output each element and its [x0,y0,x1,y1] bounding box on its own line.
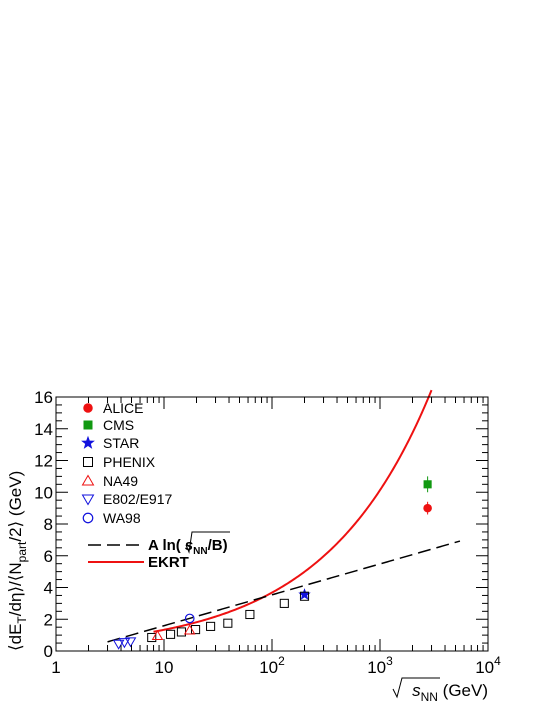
y-tick-label: 10 [34,483,53,502]
ticks-layer: 1 10 102 103 104 0 2 4 6 8 10 12 14 16 [34,388,501,677]
legend-label-star: STAR [103,435,139,451]
legend-label-alice: ALICE [103,400,143,416]
legend-label-cms: CMS [103,417,134,433]
legend-label-e802-e917: E802/E917 [103,491,172,507]
legend-marker-star [81,435,95,449]
data-point-e802-e917 [118,638,131,649]
legend-marker-wa98 [82,512,94,524]
legend-label-ekrt: EKRT [148,554,189,571]
curve-ekrt [153,389,433,633]
legend-marker-cms [83,420,93,430]
curves-layer [107,389,461,643]
y-tick-label: 6 [44,547,53,566]
y-tick-label: 14 [34,420,53,439]
y-tick-label: 0 [44,642,53,661]
data-point-phenix [147,632,157,643]
legend-label-na49: NA49 [103,473,138,489]
legend-marker-na49 [81,474,95,486]
legend-marker-e802-e917 [81,494,95,506]
legend-label-phenix: PHENIX [103,454,156,470]
series-cms [423,476,432,493]
x-tick-label: 1 [51,658,60,677]
series-alice [423,501,432,515]
x-tick-label: 102 [259,654,285,677]
y-tick-label: 8 [44,515,53,534]
series-e802-e917 [112,637,137,650]
data-point-alice [423,503,432,513]
legend-sqrt-sign [185,531,230,554]
x-axis-sqrt-sign [392,677,440,699]
data-point-na49 [151,629,164,641]
data-point-wa98 [184,613,195,624]
y-axis-title: ⟨dET/dη⟩/⟨Npart/2⟩ (GeV) [6,471,29,651]
data-point-phenix [299,591,310,601]
y-tick-label: 12 [34,452,53,471]
data-point-phenix [176,627,186,637]
x-tick-label: 10 [155,658,174,677]
data-point-phenix [223,618,233,628]
curve-a-ln-s-nn-b [107,540,461,643]
points-layer [112,476,432,650]
series-star [298,588,311,600]
legend-marker-alice [83,403,93,413]
series-wa98 [184,613,195,624]
x-tick-label: 104 [475,654,501,677]
x-tick-label: 103 [367,654,393,677]
data-point-phenix [191,625,201,635]
data-point-phenix [245,609,255,620]
series-phenix [147,591,310,643]
series-na49 [151,624,196,641]
data-point-phenix [166,629,176,639]
data-point-e802-e917 [112,639,125,650]
data-point-phenix [279,598,289,608]
data-point-e802-e917 [124,637,137,648]
y-tick-label: 16 [34,388,53,407]
data-point-cms [423,480,432,489]
y-tick-label: 2 [44,610,53,629]
legend-label-wa98: WA98 [103,510,141,526]
x-axis-title: sNN (GeV) [412,681,488,704]
data-point-star [298,588,311,600]
y-tick-label: 4 [44,579,53,598]
legend-marker-phenix [83,457,93,467]
data-point-na49 [183,624,196,635]
legend-label-a-ln: A ln(sNN/B) [148,537,228,557]
data-point-phenix [206,621,216,631]
